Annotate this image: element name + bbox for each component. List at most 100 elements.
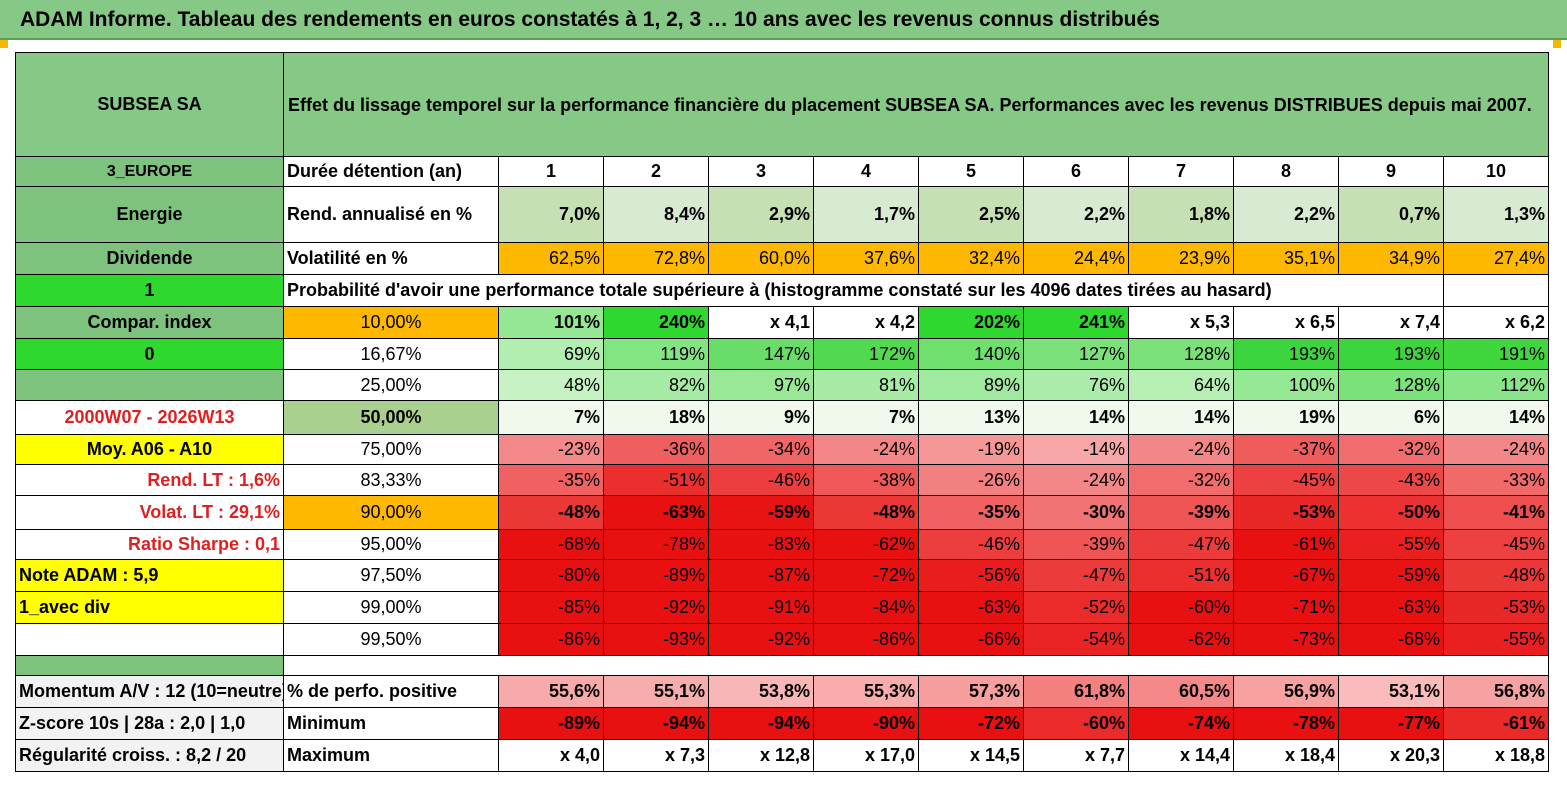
summary-value: x 7,7	[1023, 739, 1129, 772]
performance-value: -45%	[1442, 529, 1550, 560]
performance-value: -32%	[1128, 464, 1234, 496]
percentile-threshold: 16,67%	[283, 338, 499, 370]
summary-label: Maximum	[283, 739, 499, 772]
volatility-value: 35,1%	[1233, 242, 1339, 275]
percentile-threshold: 25,00%	[283, 369, 499, 401]
summary-value: 53,1%	[1338, 675, 1444, 708]
percentile-threshold: 90,00%	[283, 495, 499, 530]
annual-return-value: 2,9%	[708, 186, 814, 243]
performance-value: -53%	[1233, 495, 1339, 530]
volatility-value: 37,6%	[813, 242, 919, 275]
performance-value: -43%	[1338, 464, 1444, 496]
performance-value: -32%	[1338, 434, 1444, 465]
volatility-value: 62,5%	[498, 242, 604, 275]
performance-value: 241%	[1023, 306, 1129, 339]
summary-value: 55,6%	[498, 675, 604, 708]
performance-value: -23%	[498, 434, 604, 465]
performance-value: -52%	[1023, 591, 1129, 624]
performance-value: -37%	[1233, 434, 1339, 465]
table-description: Effet du lissage temporel sur la perform…	[282, 52, 1550, 157]
percentile-threshold: 83,33%	[283, 464, 499, 496]
year-header: 1	[498, 156, 604, 187]
performance-value: 202%	[918, 306, 1024, 339]
performance-value: -24%	[1023, 464, 1129, 496]
volatility-value: 23,9%	[1128, 242, 1234, 275]
summary-value: 56,8%	[1442, 675, 1550, 708]
performance-value: -39%	[1128, 495, 1234, 530]
summary-value: x 18,8	[1442, 739, 1550, 772]
flag-cell-2[interactable]: 0	[15, 338, 284, 370]
performance-value: -55%	[1442, 623, 1550, 656]
performance-value: 191%	[1442, 338, 1550, 370]
performance-value: 14%	[1023, 400, 1129, 435]
performance-value: 64%	[1128, 369, 1234, 401]
performance-value: -83%	[708, 529, 814, 560]
performance-value: 97%	[708, 369, 814, 401]
performance-value: 100%	[1233, 369, 1339, 401]
performance-value: -46%	[708, 464, 814, 496]
year-header: 5	[918, 156, 1024, 187]
percentile-row: Compar. index 10,00% 101% 240% x 4,1 x 4,2 202…	[15, 306, 1550, 339]
performance-value: -48%	[1442, 559, 1550, 592]
percentile-threshold: 95,00%	[283, 529, 499, 560]
percentile-row: Volat. LT : 29,1% 90,00% -48% -63% -59% -48% -…	[15, 495, 1550, 530]
percentile-row: Moy. A06 - A10 75,00% -23% -36% -34% -24% -19%…	[15, 434, 1550, 465]
annual-return-value: 1,8%	[1128, 186, 1234, 243]
year-header: 3	[708, 156, 814, 187]
percentile-threshold: 99,00%	[283, 591, 499, 624]
summary-value: -89%	[498, 707, 604, 740]
empty-cell	[15, 623, 284, 656]
performance-value: -86%	[498, 623, 604, 656]
performance-table: SUBSEA SA Effet du lissage temporel sur …	[15, 52, 1550, 772]
performance-value: 81%	[813, 369, 919, 401]
performance-value: 128%	[1338, 369, 1444, 401]
percentile-row: Note ADAM : 5,9 97,50% -80% -89% -87% -72% -56…	[15, 559, 1550, 592]
performance-value: x 4,2	[813, 306, 919, 339]
summary-value: -94%	[708, 707, 814, 740]
performance-value: -61%	[1233, 529, 1339, 560]
performance-value: -19%	[918, 434, 1024, 465]
percentile-row: Rend. LT : 1,6% 83,33% -35% -51% -46% -38% -26…	[15, 464, 1550, 496]
summary-value: -61%	[1442, 707, 1550, 740]
adam-score-label: Note ADAM : 5,9	[15, 559, 284, 592]
annual-return-value: 8,4%	[603, 186, 709, 243]
performance-value: 172%	[813, 338, 919, 370]
performance-value: -59%	[1338, 559, 1444, 592]
performance-value: -53%	[1442, 591, 1550, 624]
summary-value: x 7,3	[603, 739, 709, 772]
annual-return-label: Rend. annualisé en %	[283, 186, 499, 243]
performance-value: -60%	[1128, 591, 1234, 624]
performance-value: 7%	[498, 400, 604, 435]
dividend-mode-label: 1_avec div	[15, 591, 284, 624]
performance-value: x 7,4	[1338, 306, 1444, 339]
flag-cell-1[interactable]: 1	[15, 274, 284, 307]
summary-value: -72%	[918, 707, 1024, 740]
performance-value: 112%	[1442, 369, 1550, 401]
performance-value: x 4,1	[708, 306, 814, 339]
summary-value: 53,8%	[708, 675, 814, 708]
summary-row: Régularité croiss. : 8,2 / 20 Maximum x 4,…	[15, 739, 1550, 772]
performance-value: -46%	[918, 529, 1024, 560]
year-header: 2	[603, 156, 709, 187]
summary-value: x 12,8	[708, 739, 814, 772]
compar-index-label: Compar. index	[15, 306, 284, 339]
report-title: ADAM Informe. Tableau des rendements en …	[20, 8, 1160, 31]
performance-value: -86%	[813, 623, 919, 656]
summary-value: x 14,4	[1128, 739, 1234, 772]
performance-value: 240%	[603, 306, 709, 339]
annual-return-value: 0,7%	[1338, 186, 1444, 243]
summary-value: 60,5%	[1128, 675, 1234, 708]
performance-value: -87%	[708, 559, 814, 592]
performance-value: -38%	[813, 464, 919, 496]
summary-value: -78%	[1233, 707, 1339, 740]
performance-value: -50%	[1338, 495, 1444, 530]
performance-value: -78%	[603, 529, 709, 560]
performance-value: x 6,5	[1233, 306, 1339, 339]
annual-return-value: 2,2%	[1023, 186, 1129, 243]
performance-value: x 5,3	[1128, 306, 1234, 339]
performance-value: -63%	[603, 495, 709, 530]
performance-value: -48%	[498, 495, 604, 530]
performance-value: -36%	[603, 434, 709, 465]
performance-value: -26%	[918, 464, 1024, 496]
summary-value: -77%	[1338, 707, 1444, 740]
